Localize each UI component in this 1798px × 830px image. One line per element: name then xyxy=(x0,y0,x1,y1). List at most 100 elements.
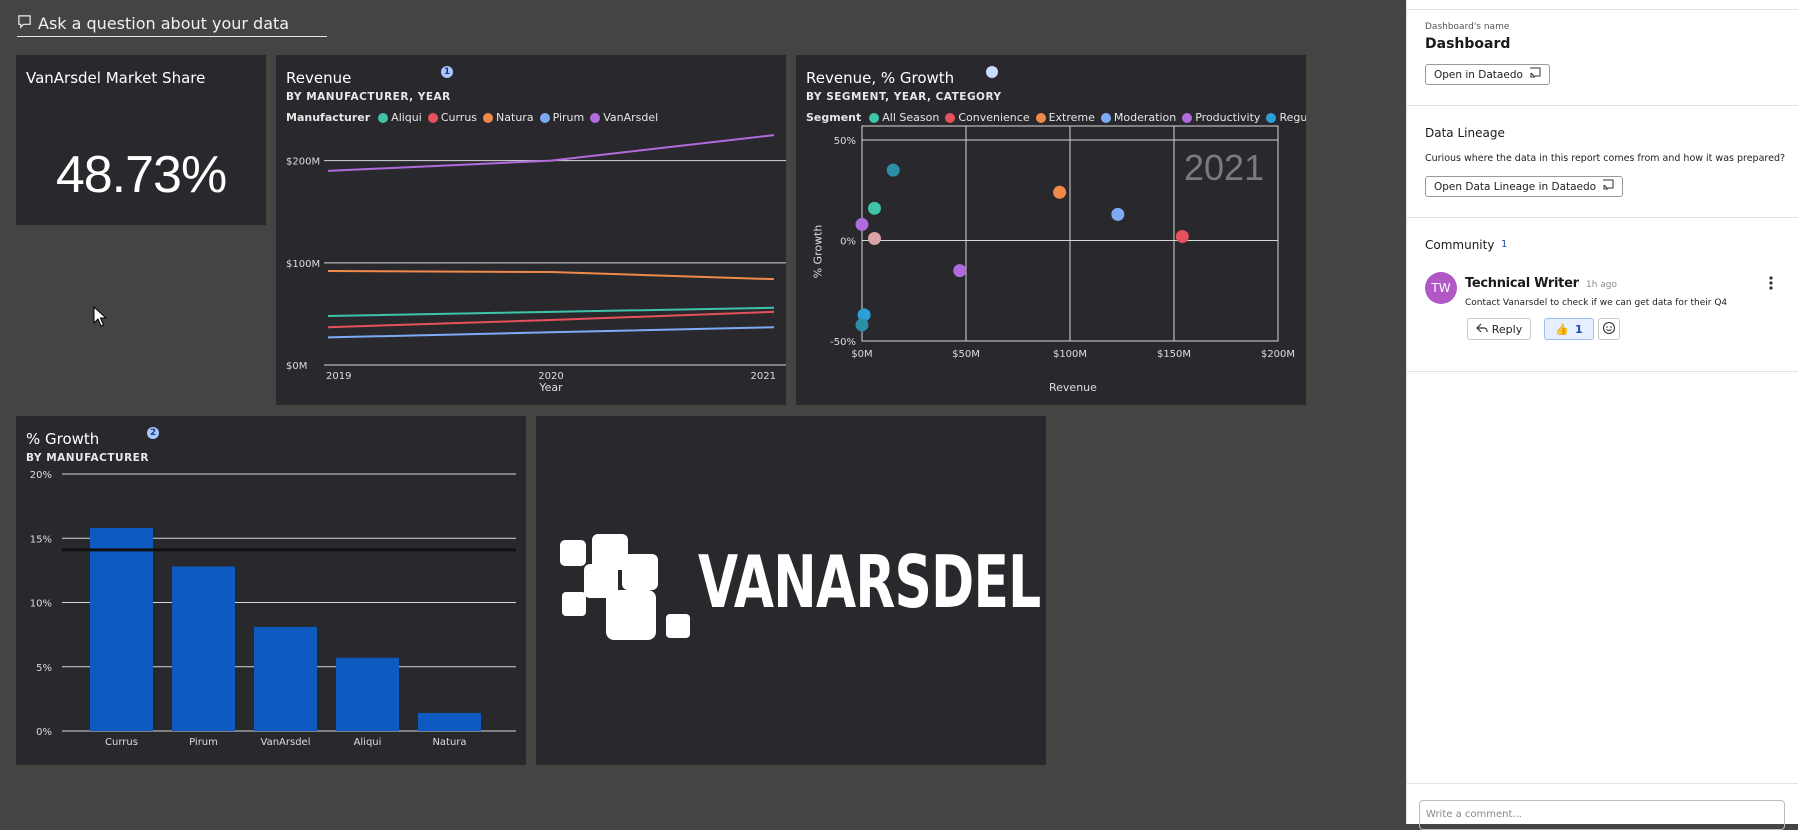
series-line-natura[interactable] xyxy=(327,270,775,281)
ask-question-placeholder: Ask a question about your data xyxy=(38,13,290,33)
community-count: 1 xyxy=(1501,239,1508,250)
x-tick-label: 2020 xyxy=(538,371,563,382)
legend-item-convenience[interactable]: Convenience xyxy=(945,111,1030,124)
community-title: Community xyxy=(1425,238,1495,252)
legend-text: VanArsdel xyxy=(603,111,659,124)
growth-scatter-tile[interactable]: Revenue, % Growth BY SEGMENT, YEAR, CATE… xyxy=(796,55,1306,405)
add-reaction-button[interactable] xyxy=(1598,318,1620,340)
scatter-year-watermark: 2021 xyxy=(1184,147,1265,188)
revenue-title: Revenue xyxy=(286,69,352,87)
scatter-point-convenience[interactable] xyxy=(1175,229,1189,243)
legend-dot xyxy=(539,112,550,123)
legend-text: Productivity xyxy=(1195,111,1261,124)
panel-top-edge xyxy=(1407,0,1798,10)
legend-dot xyxy=(1100,112,1111,123)
growth-bar-subtitle: BY MANUFACTURER xyxy=(26,452,149,464)
vanarsdel-logo-mark xyxy=(560,534,690,640)
scatter-point-select[interactable] xyxy=(886,163,900,177)
dashboard-name: Dashboard xyxy=(1425,36,1511,52)
scatter-point-regular[interactable] xyxy=(857,308,871,322)
growth-bar-badge[interactable]: 2 xyxy=(147,427,159,439)
data-lineage-section: Data Lineage Curious where the data in t… xyxy=(1407,106,1798,218)
legend-item-aliqui[interactable]: Aliqui xyxy=(378,111,422,124)
comment-author[interactable]: Technical Writer xyxy=(1465,276,1579,291)
growth-scatter-chart[interactable]: $0M $50M $100M $150M $200M 50% 0% -50% xyxy=(796,55,1306,405)
y-tick-label: 0% xyxy=(36,727,52,738)
legend-text: Convenience xyxy=(958,111,1030,124)
reply-button[interactable]: Reply xyxy=(1467,318,1531,340)
scatter-point-select[interactable] xyxy=(855,318,869,332)
x-tick-label: $0M xyxy=(851,349,872,360)
y-tick-label: $200M xyxy=(286,157,320,168)
legend-item-vanarsdel[interactable]: VanArsdel xyxy=(590,111,658,124)
scatter-point-convenience[interactable] xyxy=(867,231,881,245)
series-line-aliqui[interactable] xyxy=(327,306,775,317)
scatter-legend: Segment All Season Convenience Extreme Mode… xyxy=(806,111,1306,124)
scatter-point-productivity[interactable] xyxy=(855,217,869,231)
legend-item-natura[interactable]: Natura xyxy=(483,111,534,124)
legend-item-all-season[interactable]: All Season xyxy=(869,111,939,124)
revenue-badge[interactable]: 1 xyxy=(441,66,453,78)
legend-item-moderation[interactable]: Moderation xyxy=(1100,111,1176,124)
legend-label: Manufacturer xyxy=(286,111,371,124)
comment-input[interactable]: Write a comment... xyxy=(1419,800,1785,830)
bar-pirum[interactable] xyxy=(172,566,235,731)
legend-text: Natura xyxy=(496,111,534,124)
open-in-dataedo-button[interactable]: Open in Dataedo xyxy=(1425,64,1550,85)
y-tick-label: $0M xyxy=(286,361,307,372)
scatter-point-productivity[interactable] xyxy=(953,264,967,278)
thumbs-up-reaction-button[interactable]: 👍 1 xyxy=(1544,318,1594,340)
scatter-point-extreme[interactable] xyxy=(1053,185,1067,199)
growth-bar-tile[interactable]: % Growth 2 BY MANUFACTURER 0% 5% 10% 15% 20%… xyxy=(16,416,526,765)
x-tick-label: 2019 xyxy=(326,371,351,382)
y-tick-label: 0% xyxy=(840,237,856,248)
growth-bar-title: % Growth xyxy=(26,430,100,448)
legend-text: Aliqui xyxy=(391,111,422,124)
legend-item-regular[interactable]: Regular xyxy=(1266,111,1306,124)
open-data-lineage-button[interactable]: Open Data Lineage in Dataedo xyxy=(1425,176,1624,197)
growth-bar-chart[interactable]: 0% 5% 10% 15% 20% Currus Pirum VanArsdel Aliqui N… xyxy=(16,416,526,765)
bar-vanarsdel[interactable] xyxy=(254,626,317,731)
revenue-line-chart[interactable]: $0M $100M $200M 2019 2020 2021 xyxy=(276,55,786,405)
scatter-point-all-season[interactable] xyxy=(867,201,881,215)
bar-natura[interactable] xyxy=(418,713,481,731)
series-line-vanarsdel[interactable] xyxy=(327,134,775,172)
kpi-tile[interactable]: VanArsdel Market Share 48.73% xyxy=(16,55,266,225)
revenue-legend: Manufacturer Aliqui Currus Natura Pirum VanA… xyxy=(286,111,664,124)
mouse-cursor-icon xyxy=(93,306,107,327)
y-tick-label: 5% xyxy=(36,663,52,674)
reply-icon xyxy=(1475,323,1488,336)
scatter-y-axis-title: % Growth xyxy=(811,224,825,279)
avatar[interactable]: TW xyxy=(1425,272,1457,304)
legend-dot xyxy=(427,112,438,123)
data-lineage-title: Data Lineage xyxy=(1425,126,1505,140)
legend-item-productivity[interactable]: Productivity xyxy=(1182,111,1260,124)
x-tick-label: $50M xyxy=(952,349,980,360)
legend-item-currus[interactable]: Currus xyxy=(427,111,477,124)
comment-time: 1h ago xyxy=(1586,280,1618,290)
series-line-currus[interactable] xyxy=(327,310,775,329)
revenue-tile[interactable]: Revenue 1 BY MANUFACTURER, YEAR Manufact… xyxy=(276,55,786,405)
series-line-pirum[interactable] xyxy=(327,326,775,339)
bar-aliqui[interactable] xyxy=(336,657,399,731)
legend-text: All Season xyxy=(882,111,940,124)
open-data-lineage-label: Open Data Lineage in Dataedo xyxy=(1434,180,1597,193)
reaction-count: 1 xyxy=(1575,322,1583,336)
legend-item-extreme[interactable]: Extreme xyxy=(1035,111,1095,124)
y-tick-label: 10% xyxy=(30,599,52,610)
revenue-subtitle: BY MANUFACTURER, YEAR xyxy=(286,91,451,103)
scatter-point-moderation[interactable] xyxy=(1111,207,1125,221)
filter-dot-icon[interactable] xyxy=(986,66,998,78)
dashboard-name-section: Dashboard's name Dashboard Open in Datae… xyxy=(1407,10,1798,106)
more-options-icon[interactable] xyxy=(1767,275,1775,291)
scatter-x-axis-title: Revenue xyxy=(1049,381,1097,394)
legend-item-pirum[interactable]: Pirum xyxy=(539,111,584,124)
logo-tile[interactable]: VANARSDEL xyxy=(536,416,1046,765)
x-tick-label: 2021 xyxy=(751,371,776,382)
ask-question-bar[interactable]: Ask a question about your data xyxy=(17,10,327,37)
bar-currus[interactable] xyxy=(90,527,153,731)
legend-label: Segment xyxy=(806,111,862,124)
y-tick-label: 50% xyxy=(834,136,856,147)
reply-label: Reply xyxy=(1491,322,1523,336)
vanarsdel-logo-text: VANARSDEL xyxy=(698,540,1041,624)
